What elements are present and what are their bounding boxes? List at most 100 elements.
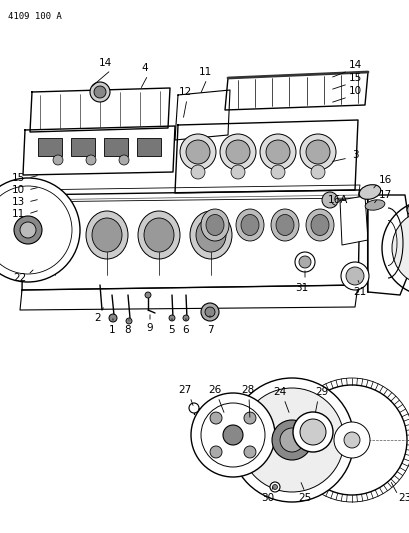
Circle shape: [200, 403, 264, 467]
Text: 13: 13: [11, 197, 25, 207]
Circle shape: [0, 186, 72, 274]
Circle shape: [230, 165, 245, 179]
Text: 3: 3: [351, 150, 357, 160]
Circle shape: [381, 200, 409, 296]
Circle shape: [296, 385, 406, 495]
Circle shape: [145, 292, 151, 298]
Text: 8: 8: [124, 325, 131, 335]
Text: 4109 100 A: 4109 100 A: [8, 12, 62, 21]
Polygon shape: [339, 196, 367, 245]
Circle shape: [182, 315, 189, 321]
Ellipse shape: [92, 218, 122, 252]
Text: 9: 9: [146, 323, 153, 333]
Text: 11: 11: [198, 67, 211, 77]
Text: 1: 1: [108, 325, 115, 335]
Circle shape: [289, 378, 409, 502]
Text: 27: 27: [178, 385, 191, 395]
Ellipse shape: [358, 184, 380, 199]
Circle shape: [343, 432, 359, 448]
Circle shape: [294, 252, 314, 272]
Bar: [137, 138, 161, 156]
Circle shape: [299, 134, 335, 170]
Polygon shape: [20, 285, 357, 310]
Ellipse shape: [310, 214, 328, 236]
Ellipse shape: [205, 214, 223, 236]
Text: 20: 20: [407, 203, 409, 213]
Polygon shape: [22, 190, 359, 295]
Circle shape: [305, 140, 329, 164]
Circle shape: [20, 222, 36, 238]
Ellipse shape: [200, 209, 229, 241]
Circle shape: [298, 256, 310, 268]
Circle shape: [321, 192, 337, 208]
Circle shape: [340, 262, 368, 290]
Polygon shape: [23, 126, 175, 175]
Ellipse shape: [34, 211, 76, 259]
Circle shape: [191, 165, 204, 179]
Circle shape: [180, 134, 216, 170]
Ellipse shape: [189, 211, 231, 259]
Text: 31: 31: [294, 283, 308, 293]
Polygon shape: [175, 90, 229, 140]
Ellipse shape: [138, 211, 180, 259]
Polygon shape: [175, 120, 357, 193]
Polygon shape: [225, 72, 367, 110]
Ellipse shape: [240, 214, 258, 236]
Circle shape: [14, 216, 42, 244]
Ellipse shape: [40, 218, 70, 252]
Text: 22: 22: [13, 273, 27, 283]
Circle shape: [86, 155, 96, 165]
Circle shape: [169, 315, 175, 321]
Circle shape: [90, 82, 110, 102]
Text: 10: 10: [11, 185, 25, 195]
Circle shape: [279, 428, 303, 452]
Circle shape: [239, 388, 343, 492]
Circle shape: [0, 178, 80, 282]
Circle shape: [209, 446, 222, 458]
Circle shape: [243, 412, 255, 424]
Text: 11: 11: [11, 209, 25, 219]
Text: 14: 14: [98, 58, 111, 68]
Ellipse shape: [236, 209, 263, 241]
Circle shape: [119, 155, 129, 165]
Circle shape: [186, 140, 209, 164]
Bar: [104, 138, 128, 156]
Ellipse shape: [364, 200, 384, 210]
Circle shape: [345, 267, 363, 285]
Circle shape: [299, 419, 325, 445]
Text: 4: 4: [142, 63, 148, 73]
Text: 12: 12: [178, 87, 191, 97]
Text: 23: 23: [398, 493, 409, 503]
Text: 24: 24: [273, 387, 286, 397]
Text: 15: 15: [11, 173, 25, 183]
Text: 14: 14: [348, 60, 361, 70]
Ellipse shape: [86, 211, 128, 259]
Text: 28: 28: [241, 385, 254, 395]
Circle shape: [243, 446, 255, 458]
Circle shape: [225, 140, 249, 164]
Circle shape: [270, 482, 279, 492]
Polygon shape: [23, 185, 359, 202]
Circle shape: [222, 425, 243, 445]
Circle shape: [391, 210, 409, 286]
Circle shape: [209, 412, 222, 424]
Circle shape: [109, 314, 117, 322]
Ellipse shape: [270, 209, 298, 241]
Text: 17: 17: [378, 190, 391, 200]
Text: 26: 26: [208, 385, 221, 395]
Text: 21: 21: [353, 287, 366, 297]
Text: 5: 5: [168, 325, 175, 335]
Circle shape: [292, 412, 332, 452]
Circle shape: [271, 420, 311, 460]
Text: 7: 7: [206, 325, 213, 335]
Text: 30: 30: [261, 493, 274, 503]
Circle shape: [189, 403, 198, 413]
Circle shape: [204, 307, 214, 317]
Circle shape: [94, 86, 106, 98]
Bar: [38, 138, 62, 156]
Circle shape: [126, 318, 132, 324]
Circle shape: [272, 484, 277, 489]
Circle shape: [220, 134, 255, 170]
Ellipse shape: [144, 218, 173, 252]
Circle shape: [265, 140, 289, 164]
